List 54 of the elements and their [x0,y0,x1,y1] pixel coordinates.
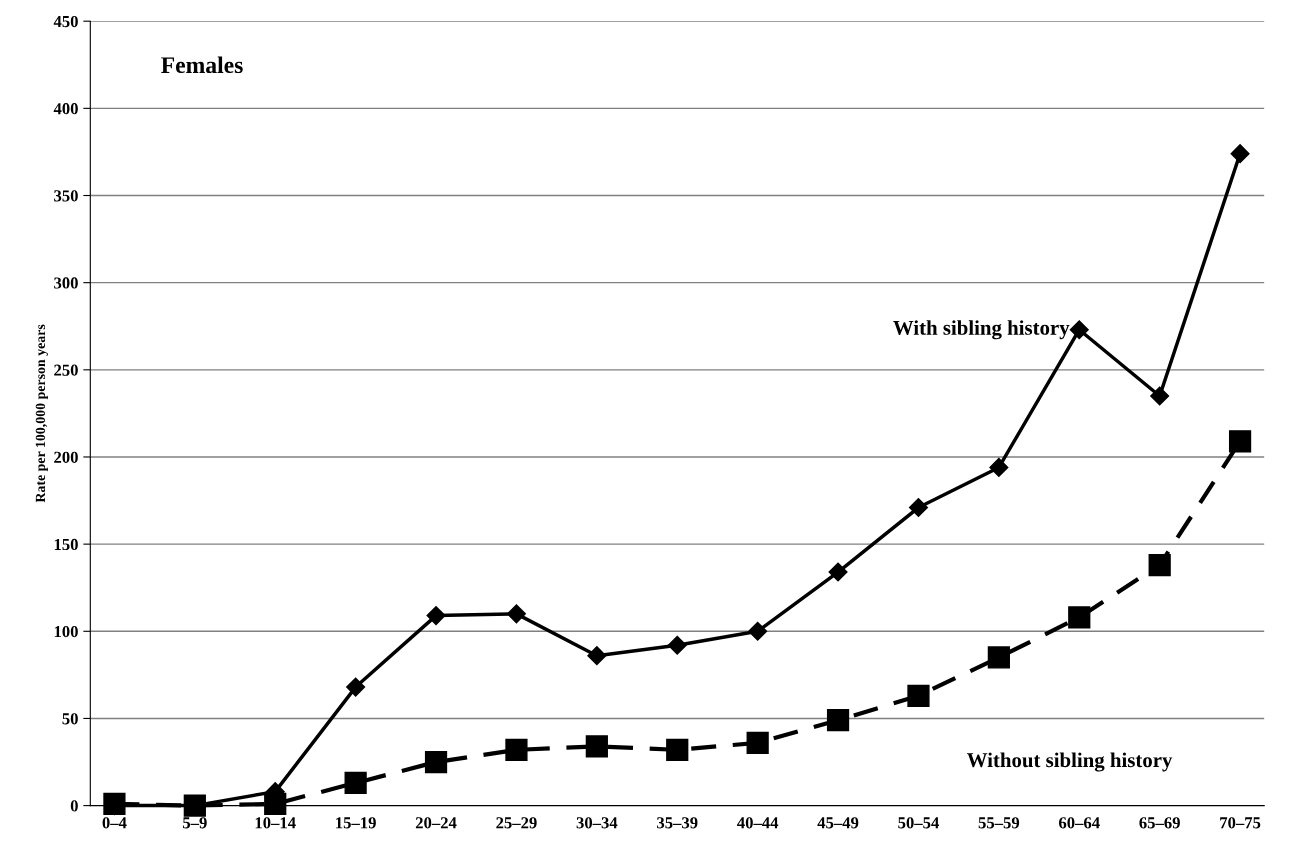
point [666,738,689,761]
point [987,646,1010,669]
y-tick-label: 400 [53,103,78,115]
x-tick-label: 65–69 [1139,817,1180,829]
y-tick-label: 200 [54,451,78,463]
y-tick-label: 250 [54,364,78,376]
y-tick-label: 450 [53,15,78,28]
x-tick-label: 30–34 [576,817,618,829]
y-tick-label: 300 [54,277,78,289]
point [826,709,850,732]
x-tick-label: 45–49 [817,817,859,829]
text: Without sibling history [967,752,1173,772]
y-tick-label: 100 [54,625,78,638]
point [346,677,366,697]
point [1150,386,1170,406]
point [907,684,930,707]
y-tick-label: 0 [70,800,78,812]
y-tick-label: 50 [62,713,78,725]
x-tick-label: 20–24 [415,817,457,829]
point [585,735,608,758]
y-axis-title: Rate per 100,000 person years [35,324,48,503]
point [667,635,687,655]
point [748,621,768,641]
x-tick-label: 25–29 [496,817,537,829]
point [746,731,769,754]
point [1228,430,1252,453]
point [424,750,448,774]
x-tick-label: 60–64 [1059,817,1100,829]
point [908,497,928,518]
text: Females [161,56,243,74]
point [344,771,367,795]
point [1068,606,1091,629]
point [426,606,446,626]
y-tick-label: 350 [54,190,78,202]
x-tick-label: 15–19 [336,817,376,829]
point [505,738,528,761]
point [1148,553,1171,577]
point [828,562,848,582]
x-tick-label: 0–4 [102,817,127,829]
x-tick-label: 40–44 [737,817,779,829]
point [587,646,607,666]
x-tick-label: 50–54 [898,817,939,829]
y-tick-label: 150 [54,538,78,551]
x-tick-label: 55–59 [978,817,1020,829]
point [264,792,287,815]
point [506,604,526,624]
x-tick-label: 10–14 [255,817,296,829]
point [989,457,1009,477]
series-label: With sibling history [893,320,1070,340]
x-tick-label: 35–39 [657,817,698,829]
point [1069,320,1089,340]
x-tick-label: 70–75 [1220,817,1261,829]
point [1230,144,1250,164]
x-tick-label: 5–9 [182,817,207,829]
